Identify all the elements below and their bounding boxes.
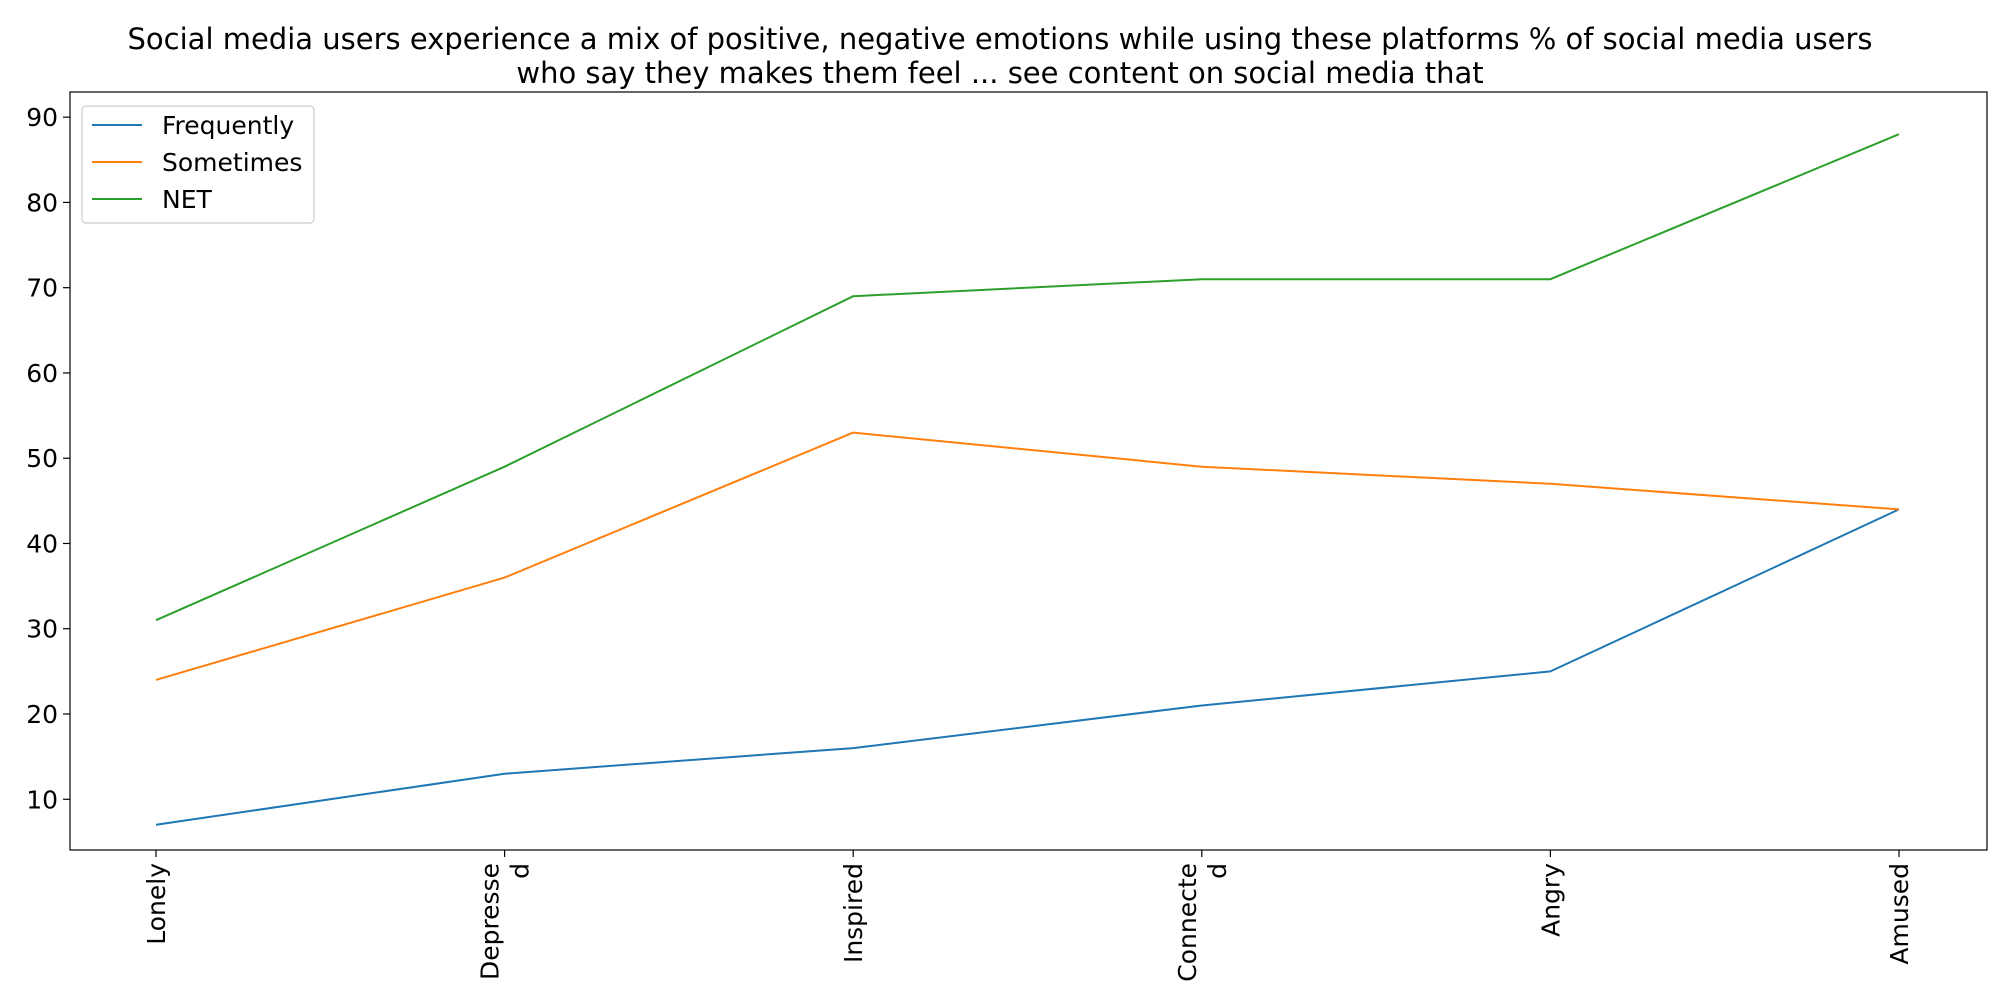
x-axis: Lonely Depresse d Inspired Connecte d Angry Amu… — [142, 850, 1914, 982]
x-tick-label: Amused — [1885, 863, 1914, 965]
legend-label: NET — [162, 185, 212, 214]
x-tick-label: Inspired — [839, 863, 868, 963]
plot-area — [69, 91, 1988, 851]
y-axis: 10 20 30 40 50 60 70 80 90 — [26, 103, 70, 814]
y-tick-label: 80 — [26, 188, 58, 217]
series-layer — [155, 133, 1900, 826]
series-line-sometimes — [155, 431, 1900, 681]
y-tick-label: 40 — [26, 529, 58, 558]
chart-title: Social media users experience a mix of p… — [128, 22, 1873, 90]
legend-label: Frequently — [162, 111, 294, 140]
y-tick-label: 70 — [26, 274, 58, 303]
legend-box — [81, 105, 315, 224]
x-tick-label: Angry — [1536, 863, 1565, 937]
x-tick-label: Lonely — [142, 863, 171, 945]
y-tick-label: 60 — [26, 359, 58, 388]
chart-title-line-2: who say they makes them feel ... see con… — [516, 56, 1483, 90]
y-tick-label: 50 — [26, 444, 58, 473]
series-line-frequently — [155, 508, 1900, 826]
y-tick-label: 30 — [26, 615, 58, 644]
y-tick-label: 90 — [26, 103, 58, 132]
y-tick-label: 20 — [26, 700, 58, 729]
x-tick-label: Depresse — [476, 863, 505, 980]
y-tick-label: 10 — [26, 785, 58, 814]
x-tick-label: Connecte — [1173, 863, 1202, 982]
chart-title-line-1: Social media users experience a mix of p… — [128, 22, 1873, 56]
x-tick-label: d — [506, 863, 535, 879]
series-line-net — [155, 133, 1900, 622]
x-tick-label: d — [1203, 863, 1232, 879]
legend: Frequently Sometimes NET — [81, 105, 315, 224]
legend-label: Sometimes — [162, 148, 302, 177]
